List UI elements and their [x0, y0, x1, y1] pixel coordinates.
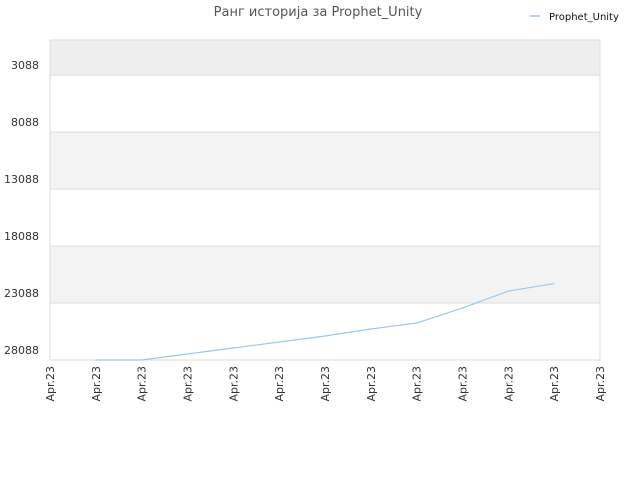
y-tick-label: 13088 [4, 173, 39, 186]
band [50, 303, 600, 360]
line [95, 282, 555, 361]
x-tick-label: Apr.23 [365, 366, 378, 402]
x-tick-label: Apr.23 [594, 366, 607, 402]
band [50, 40, 600, 76]
x-tick-label: Apr.23 [457, 366, 470, 402]
x-tick-label: Apr.23 [319, 366, 332, 402]
x-tick-label: Apr.23 [548, 366, 561, 402]
y-tick-label: 28088 [4, 344, 39, 357]
legend-label: Prophet_Unity [549, 12, 619, 23]
x-tick-label: Apr.23 [44, 366, 57, 402]
x-tick-label: Apr.23 [227, 366, 240, 402]
x-tick-label: Apr.23 [90, 366, 103, 402]
y-tick-label: 3088 [11, 59, 39, 72]
band [50, 189, 600, 247]
y-tick-label: 8088 [11, 116, 39, 129]
x-tick-label: Apr.23 [502, 366, 515, 402]
x-tick-label: Apr.23 [182, 366, 195, 402]
band [50, 132, 600, 190]
x-tick-label: Apr.23 [273, 366, 286, 402]
band [50, 246, 600, 304]
band [50, 75, 600, 133]
y-tick-label: 18088 [4, 230, 39, 243]
chart-title: Ранг историја за Prophet_Unity [214, 5, 423, 20]
x-tick-label: Apr.23 [411, 366, 424, 402]
x-tick-label: Apr.23 [136, 366, 149, 402]
y-tick-label: 23088 [4, 287, 39, 300]
